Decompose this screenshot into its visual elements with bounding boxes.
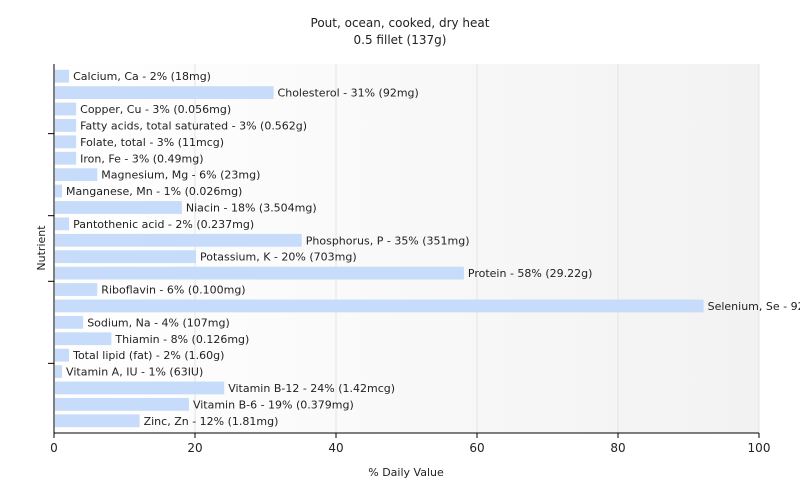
bar xyxy=(55,135,77,149)
plot-area xyxy=(54,64,759,433)
x-tick-label: 60 xyxy=(469,441,484,455)
bar xyxy=(55,168,98,182)
bar xyxy=(55,119,77,132)
bar xyxy=(55,381,225,395)
bar-label: Phosphorus, P - 35% (351mg) xyxy=(306,234,470,247)
bar xyxy=(55,69,70,83)
bar xyxy=(55,266,464,280)
bar-label: Vitamin B-12 - 24% (1.42mcg) xyxy=(228,382,395,395)
bars xyxy=(55,69,704,428)
bar-label: Total lipid (fat) - 2% (1.60g) xyxy=(72,349,224,362)
bar-label: Folate, total - 3% (11mcg) xyxy=(80,136,224,149)
bar-label: Thiamin - 8% (0.126mg) xyxy=(114,333,249,346)
bar-label: Potassium, K - 20% (703mg) xyxy=(200,251,357,264)
x-axis-title: % Daily Value xyxy=(368,466,444,479)
bar-label: Riboflavin - 6% (0.100mg) xyxy=(101,284,245,297)
bar-label: Vitamin A, IU - 1% (63IU) xyxy=(66,366,203,379)
y-axis-title: Nutrient xyxy=(35,225,48,271)
bar-label: Vitamin B-6 - 19% (0.379mg) xyxy=(193,398,354,411)
bar-label: Sodium, Na - 4% (107mg) xyxy=(87,316,230,329)
bar xyxy=(55,102,77,116)
bar xyxy=(55,397,189,411)
bar xyxy=(55,184,63,198)
bar xyxy=(55,299,704,313)
bar-label: Pantothenic acid - 2% (0.237mg) xyxy=(73,218,254,231)
bar-label: Zinc, Zn - 12% (1.81mg) xyxy=(144,415,279,428)
bar xyxy=(55,315,84,329)
bar xyxy=(55,365,63,378)
x-tick-label: 80 xyxy=(610,441,625,455)
x-axis-ticks: 0 20 40 60 80 100 xyxy=(50,433,770,455)
bar-labels: Calcium, Ca - 2% (18mg) Cholesterol - 31%… xyxy=(66,70,800,428)
bar-label: Selenium, Se - 92% (64.1mcg) xyxy=(708,300,800,313)
bar-label: Calcium, Ca - 2% (18mg) xyxy=(73,70,211,83)
bar-label: Cholesterol - 31% (92mg) xyxy=(278,87,419,100)
y-axis-ticks xyxy=(48,133,54,364)
x-tick-label: 0 xyxy=(50,441,58,455)
bar-label: Iron, Fe - 3% (0.49mg) xyxy=(80,152,203,165)
gridlines xyxy=(194,64,760,433)
x-tick-label: 100 xyxy=(748,441,771,455)
bar xyxy=(55,233,302,247)
chart-subtitle: 0.5 fillet (137g) xyxy=(354,33,447,47)
bar xyxy=(55,151,77,165)
bar xyxy=(55,217,70,231)
x-tick-label: 40 xyxy=(328,441,343,455)
bar xyxy=(55,86,274,100)
bar xyxy=(55,250,196,264)
bar xyxy=(55,332,112,346)
bar xyxy=(55,283,98,296)
bar-label: Manganese, Mn - 1% (0.026mg) xyxy=(66,185,242,198)
x-tick-label: 20 xyxy=(187,441,202,455)
bar-label: Magnesium, Mg - 6% (23mg) xyxy=(101,169,260,182)
bar-label: Copper, Cu - 3% (0.056mg) xyxy=(80,103,231,116)
chart-title: Pout, ocean, cooked, dry heat xyxy=(311,16,490,30)
bar-label: Fatty acids, total saturated - 3% (0.562… xyxy=(80,119,307,132)
bar-label: Protein - 58% (29.22g) xyxy=(468,267,593,280)
bar-label: Niacin - 18% (3.504mg) xyxy=(186,201,317,214)
bar xyxy=(55,201,182,214)
bar xyxy=(55,348,70,362)
bar xyxy=(55,414,140,428)
